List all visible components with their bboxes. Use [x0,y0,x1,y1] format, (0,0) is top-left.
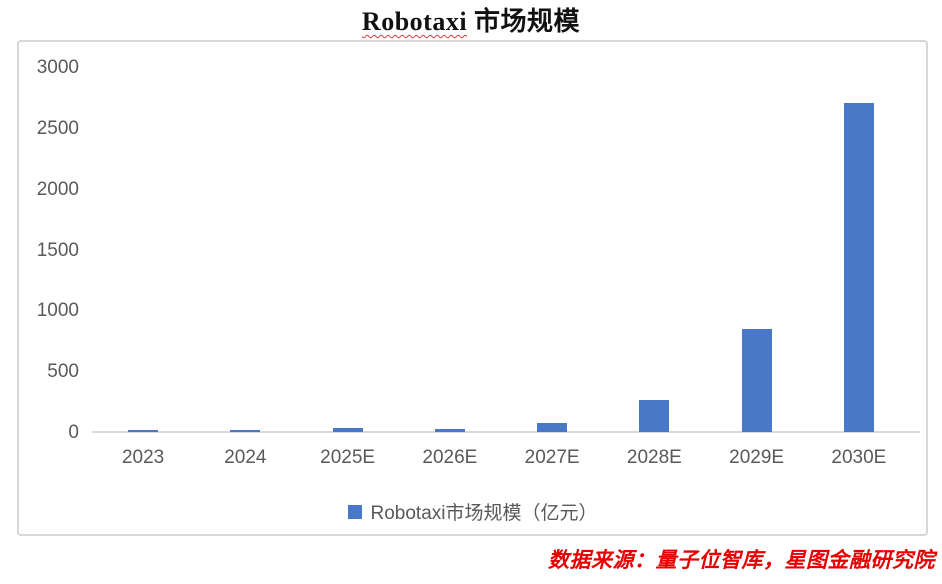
y-tick-label-2000: 2000 [36,179,79,200]
x-axis-line [92,431,920,433]
x-tick-label-2029E: 2029E [729,447,785,468]
bar-2025E [332,428,363,432]
bar-2029E [741,329,772,432]
y-tick-label-0: 0 [68,422,79,443]
y-tick-label-1500: 1500 [36,240,79,261]
chart-title: Robotaxi 市场规模 [0,1,942,38]
x-tick-label-2030E: 2030E [831,447,887,468]
y-axis: 3000 2500 2000 1500 1000 500 0 [19,57,79,443]
x-tick-label-2025E: 2025E [320,447,376,468]
bar-2024 [230,430,261,432]
x-tick-label-2024: 2024 [224,447,267,468]
source-note: 数据来源：量子位智库，星图金融研究院 [548,548,935,572]
legend-label: Robotaxi市场规模（亿元） [370,503,598,524]
x-tick-label-2026E: 2026E [422,447,478,468]
bar-2023 [128,430,159,432]
bar-2027E [537,423,568,432]
bar-2030E [843,103,874,432]
y-tick-label-1000: 1000 [36,300,79,321]
bar-2028E [639,400,670,432]
x-tick-label-2023: 2023 [121,447,165,468]
x-tick-label-2027E: 2027E [524,447,580,468]
legend-swatch [347,504,362,519]
x-tick-label-2028E: 2028E [626,447,682,468]
y-tick-label-500: 500 [47,361,79,382]
chart-frame: 3000 2500 2000 1500 1000 500 0 2023 2024 2025E 20… [17,40,928,536]
bar-2026E [434,429,465,432]
plot-area [92,68,920,433]
chart-title-cn: 市场规模 [474,7,581,36]
chart-title-en: Robotaxi [361,7,468,36]
y-tick-label-3000: 3000 [36,57,79,78]
x-axis: 2023 2024 2025E 2026E 2027E 2028E 2029E 2030E [92,445,910,471]
y-tick-label-2500: 2500 [36,118,79,139]
legend: Robotaxi市场规模（亿元） [19,498,926,525]
